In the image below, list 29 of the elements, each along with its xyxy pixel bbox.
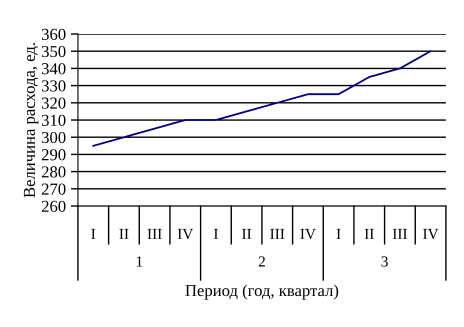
x-tick-label: III [270, 228, 284, 239]
x-tick-label: II [119, 228, 128, 239]
y-tick-label: 330 [42, 80, 66, 92]
text: 1 [136, 256, 142, 266]
y-tick-label: 310 [42, 114, 66, 126]
x-tick-label: III [392, 228, 408, 239]
x-tick-label: II [364, 228, 374, 239]
y-axis-title: Величина расхода, ед. [24, 43, 38, 198]
text: 3 [381, 256, 388, 267]
x-tick-label: IV [423, 228, 438, 240]
line-series [92, 50, 432, 147]
y-tick-label: 280 [42, 166, 66, 178]
x-tick-label: IV [300, 228, 316, 240]
x-axis-title: Период (год, квартал) [185, 284, 338, 300]
x-tick-label: IV [178, 228, 194, 240]
y-tick-label: 270 [42, 184, 66, 195]
x-tick-label: I [214, 228, 218, 239]
x-tick-label: II [242, 228, 252, 239]
y-tick-label: 290 [42, 149, 66, 160]
y-tick-label: 320 [42, 98, 66, 109]
y-tick-label: 350 [42, 46, 66, 58]
y-tick-label: 260 [42, 200, 66, 212]
y-tick-label: 340 [42, 63, 66, 74]
x-tick-label: III [148, 228, 162, 239]
y-tick-label: 360 [42, 28, 66, 40]
y-tick-label: 300 [42, 132, 66, 144]
x-tick-label: I [336, 228, 341, 239]
text: 2 [258, 256, 265, 266]
x-tick-label: I [91, 228, 96, 239]
